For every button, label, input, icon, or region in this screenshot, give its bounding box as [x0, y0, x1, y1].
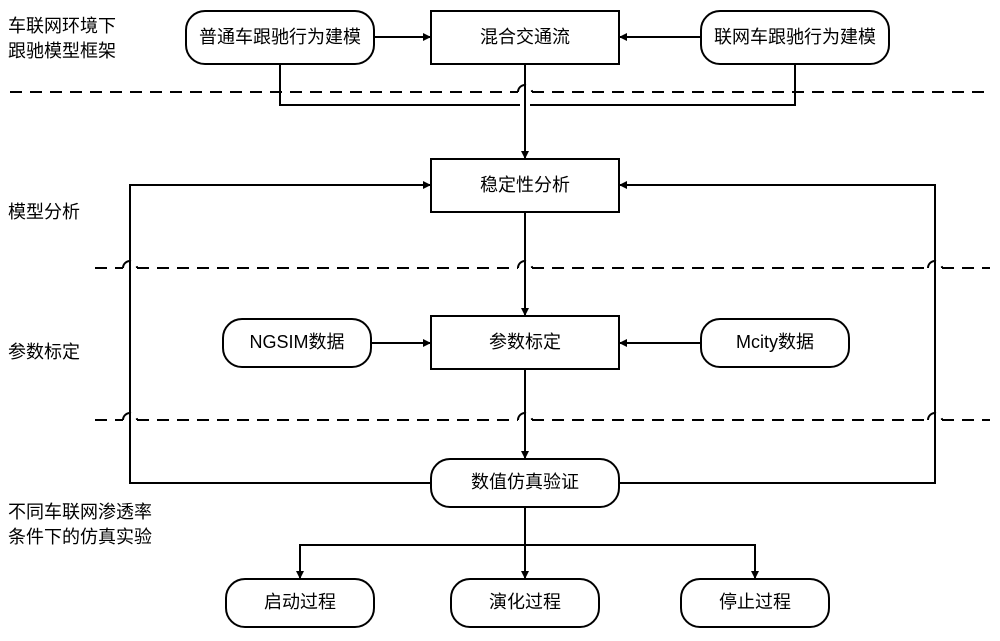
section-label-3: 参数标定 [8, 340, 80, 365]
section-label-2: 模型分析 [8, 200, 80, 225]
node-mcity-line0: Mcity数据 [736, 331, 814, 354]
edge-3 [530, 65, 795, 105]
node-simVerify: 数值仿真验证 [430, 458, 620, 508]
section-label-4-line1: 条件下的仿真实验 [8, 525, 152, 550]
node-paramCal-line0: 参数标定 [489, 331, 561, 354]
node-normalCar-line0: 普通车跟驰 [199, 26, 289, 49]
node-evolveProc-line0: 演化过程 [489, 591, 561, 614]
node-normalCar: 普通车跟驰行为建模 [185, 10, 375, 65]
node-connCar: 联网车跟驰行为建模 [700, 10, 890, 65]
node-ngsim-line0: NGSIM数据 [249, 331, 344, 354]
node-evolveProc: 演化过程 [450, 578, 600, 628]
node-stopProc: 停止过程 [680, 578, 830, 628]
section-label-4: 不同车联网渗透率条件下的仿真实验 [8, 500, 152, 550]
node-mcity: Mcity数据 [700, 318, 850, 368]
node-stability: 稳定性分析 [430, 158, 620, 213]
node-stopProc-line0: 停止过程 [719, 591, 791, 614]
node-startProc-line0: 启动过程 [264, 591, 336, 614]
section-label-2-line0: 模型分析 [8, 200, 80, 225]
node-paramCal: 参数标定 [430, 315, 620, 370]
section-label-1-line1: 跟驰模型框架 [8, 39, 116, 64]
edge-13 [300, 545, 525, 578]
node-mixedFlow: 混合交通流 [430, 10, 620, 65]
section-label-4-line0: 不同车联网渗透率 [8, 500, 152, 525]
edge-15 [525, 545, 755, 578]
node-startProc: 启动过程 [225, 578, 375, 628]
section-label-1: 车联网环境下跟驰模型框架 [8, 14, 116, 64]
node-mixedFlow-line0: 混合交通流 [480, 26, 570, 49]
section-label-1-line0: 车联网环境下 [8, 14, 116, 39]
diagram-canvas: 普通车跟驰行为建模混合交通流联网车跟驰行为建模稳定性分析NGSIM数据参数标定M… [0, 0, 1000, 641]
node-simVerify-line0: 数值仿真验证 [471, 471, 579, 494]
node-ngsim: NGSIM数据 [222, 318, 372, 368]
node-normalCar-line1: 行为建模 [289, 26, 361, 49]
section-label-3-line0: 参数标定 [8, 340, 80, 365]
edge-2 [280, 65, 520, 105]
node-stability-line0: 稳定性分析 [480, 174, 570, 197]
node-connCar-line0: 联网车跟驰 [714, 26, 804, 49]
node-connCar-line1: 行为建模 [804, 26, 876, 49]
